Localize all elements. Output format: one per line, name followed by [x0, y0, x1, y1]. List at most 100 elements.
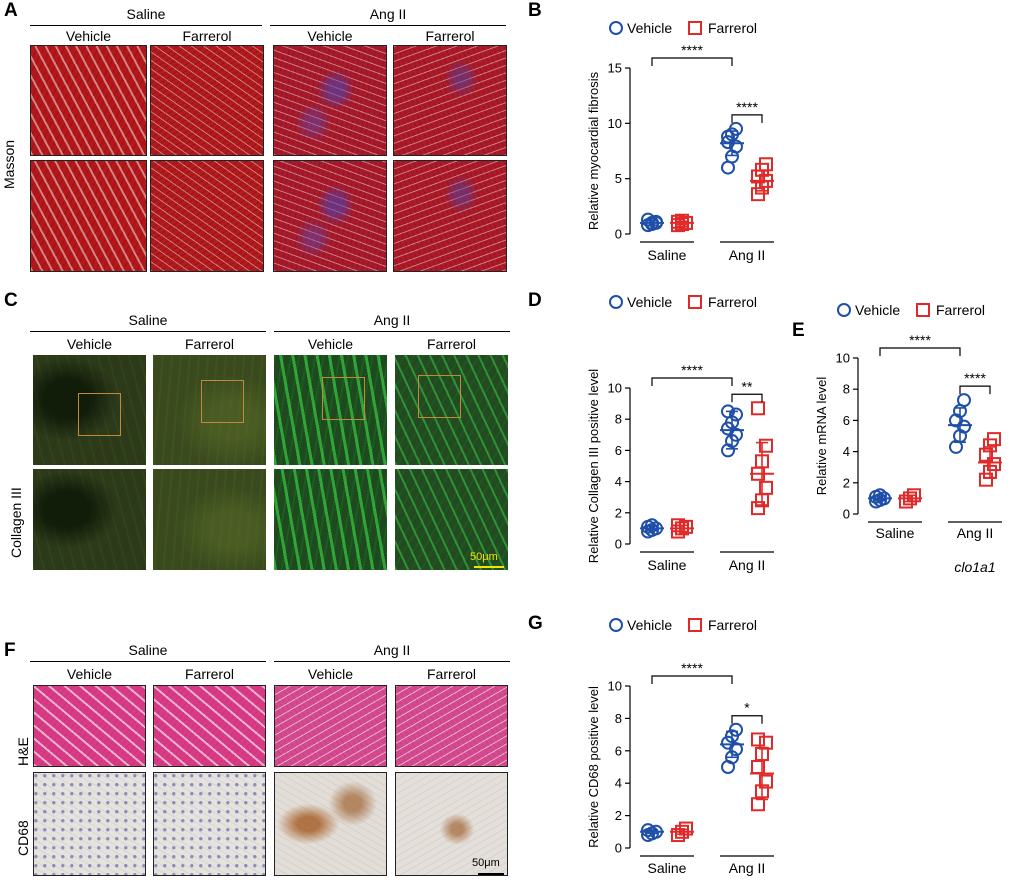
y-axis-label: Relative myocardial fibrosis	[586, 71, 601, 230]
column-label: Farrerol	[182, 28, 232, 44]
x-group-label: Saline	[648, 860, 687, 876]
data-point-vehicle	[957, 393, 971, 408]
scale-bar	[478, 873, 504, 875]
x-group-label: Ang II	[729, 557, 766, 573]
legend-farrerol-marker	[916, 303, 930, 317]
significance-bracket	[651, 377, 733, 386]
legend-farrerol-marker	[688, 618, 702, 632]
micrograph-collagen-zoom-angii-farrerol	[395, 469, 508, 570]
x-group-label: Saline	[648, 557, 687, 573]
micrograph-he-saline-farrerol	[153, 685, 266, 767]
group-underline	[270, 25, 506, 26]
panel-letter-a: A	[4, 0, 18, 21]
micrograph-masson-saline-farrerol-2	[150, 160, 264, 272]
significance-label: ****	[909, 332, 931, 348]
y-tick-label: 5	[615, 171, 622, 186]
micrograph-collagen-angii-vehicle	[274, 355, 387, 465]
data-point-farrerol	[679, 519, 693, 534]
region-of-interest-box	[418, 375, 461, 418]
group-label-saline-a: Saline	[126, 6, 166, 22]
data-point-farrerol	[759, 735, 773, 750]
legend-farrerol-label: Farrerol	[936, 302, 985, 318]
group-underline	[274, 661, 510, 662]
x-group-label: Ang II	[957, 525, 994, 541]
significance-label: *	[744, 700, 750, 716]
significance-label: ****	[736, 99, 758, 115]
legend-vehicle-label: Vehicle	[627, 294, 672, 310]
column-label: Vehicle	[66, 666, 113, 682]
group-underline	[274, 331, 510, 332]
legend-vehicle-label: Vehicle	[855, 302, 900, 318]
group-underline	[30, 25, 262, 26]
y-tick-label: 4	[615, 474, 622, 489]
legend-farrerol-label: Farrerol	[708, 294, 757, 310]
region-of-interest-box	[201, 380, 244, 423]
data-point-farrerol	[979, 447, 993, 462]
panel-letter-d: D	[528, 290, 542, 311]
data-point-farrerol	[987, 432, 1001, 447]
panel-letter-g: G	[528, 613, 543, 634]
significance-label: ****	[681, 362, 703, 378]
group-underline	[30, 661, 266, 662]
data-point-vehicle	[729, 139, 743, 154]
column-label: Vehicle	[65, 28, 112, 44]
x-axis-label: clo1a1	[954, 559, 995, 575]
data-point-farrerol	[759, 480, 773, 495]
legend-farrerol-label: Farrerol	[708, 617, 757, 633]
group-label-angii-a: Ang II	[369, 6, 407, 22]
legend-vehicle-marker	[609, 618, 623, 632]
column-label: Vehicle	[66, 336, 113, 352]
data-point-farrerol	[987, 457, 1001, 472]
x-group-label: Ang II	[729, 860, 766, 876]
y-tick-label: 0	[615, 227, 622, 242]
y-tick-label: 0	[615, 537, 622, 552]
chart-b-myocardial-fibrosis: Vehicle Farrerol 0 5 10 15 Relative myocardial…	[586, 20, 774, 263]
micrograph-cd68-saline-vehicle	[33, 772, 146, 876]
y-axis-label: Relative mRNA level	[814, 377, 829, 496]
column-label: Vehicle	[307, 336, 354, 352]
legend-farrerol-label: Farrerol	[708, 20, 757, 36]
y-axis-label: Relative Collagen III positive level	[586, 369, 601, 563]
x-group-label: Saline	[876, 525, 915, 541]
panel-letter-e: E	[792, 320, 805, 341]
significance-label: **	[742, 378, 753, 394]
column-label: Farrerol	[425, 28, 475, 44]
y-tick-label: 15	[608, 61, 622, 76]
micrograph-collagen-saline-vehicle	[33, 355, 146, 465]
y-tick-label: 10	[608, 381, 622, 396]
y-tick-label: 2	[843, 475, 850, 490]
y-tick-label: 0	[843, 507, 850, 522]
column-label: Farrerol	[184, 336, 234, 352]
significance-bracket	[651, 57, 733, 66]
column-label: Vehicle	[307, 28, 353, 44]
micrograph-collagen-angii-farrerol	[395, 355, 508, 465]
y-tick-label: 10	[608, 116, 622, 131]
micrograph-masson-angii-vehicle-2	[273, 160, 387, 272]
y-tick-label: 10	[608, 679, 622, 694]
micrograph-masson-saline-farrerol	[150, 45, 264, 156]
data-point-farrerol	[759, 774, 773, 789]
significance-bracket	[879, 347, 961, 356]
legend-vehicle-marker	[609, 21, 623, 35]
panel-letter-f: F	[4, 640, 16, 661]
y-tick-label: 2	[615, 505, 622, 520]
significance-label: ****	[681, 42, 703, 58]
data-point-vehicle	[729, 722, 743, 737]
panel-letter-c: C	[4, 290, 18, 311]
data-point-vehicle	[729, 121, 743, 136]
column-label: Vehicle	[307, 666, 354, 682]
legend-farrerol-marker	[688, 21, 702, 35]
row-label-he: H&E	[15, 737, 31, 766]
region-of-interest-box	[78, 393, 121, 436]
data-point-farrerol	[979, 472, 993, 487]
micrograph-masson-angii-farrerol	[393, 45, 507, 156]
y-tick-label: 0	[615, 841, 622, 856]
micrograph-cd68-angii-vehicle	[274, 772, 387, 876]
x-group-label: Ang II	[729, 247, 766, 263]
scale-bar	[474, 566, 504, 568]
row-label-collagen-iii: Collagen III	[8, 487, 24, 558]
group-underline	[30, 331, 266, 332]
row-label-cd68: CD68	[15, 820, 31, 856]
micrograph-cd68-saline-farrerol	[153, 772, 266, 876]
y-tick-label: 6	[843, 413, 850, 428]
